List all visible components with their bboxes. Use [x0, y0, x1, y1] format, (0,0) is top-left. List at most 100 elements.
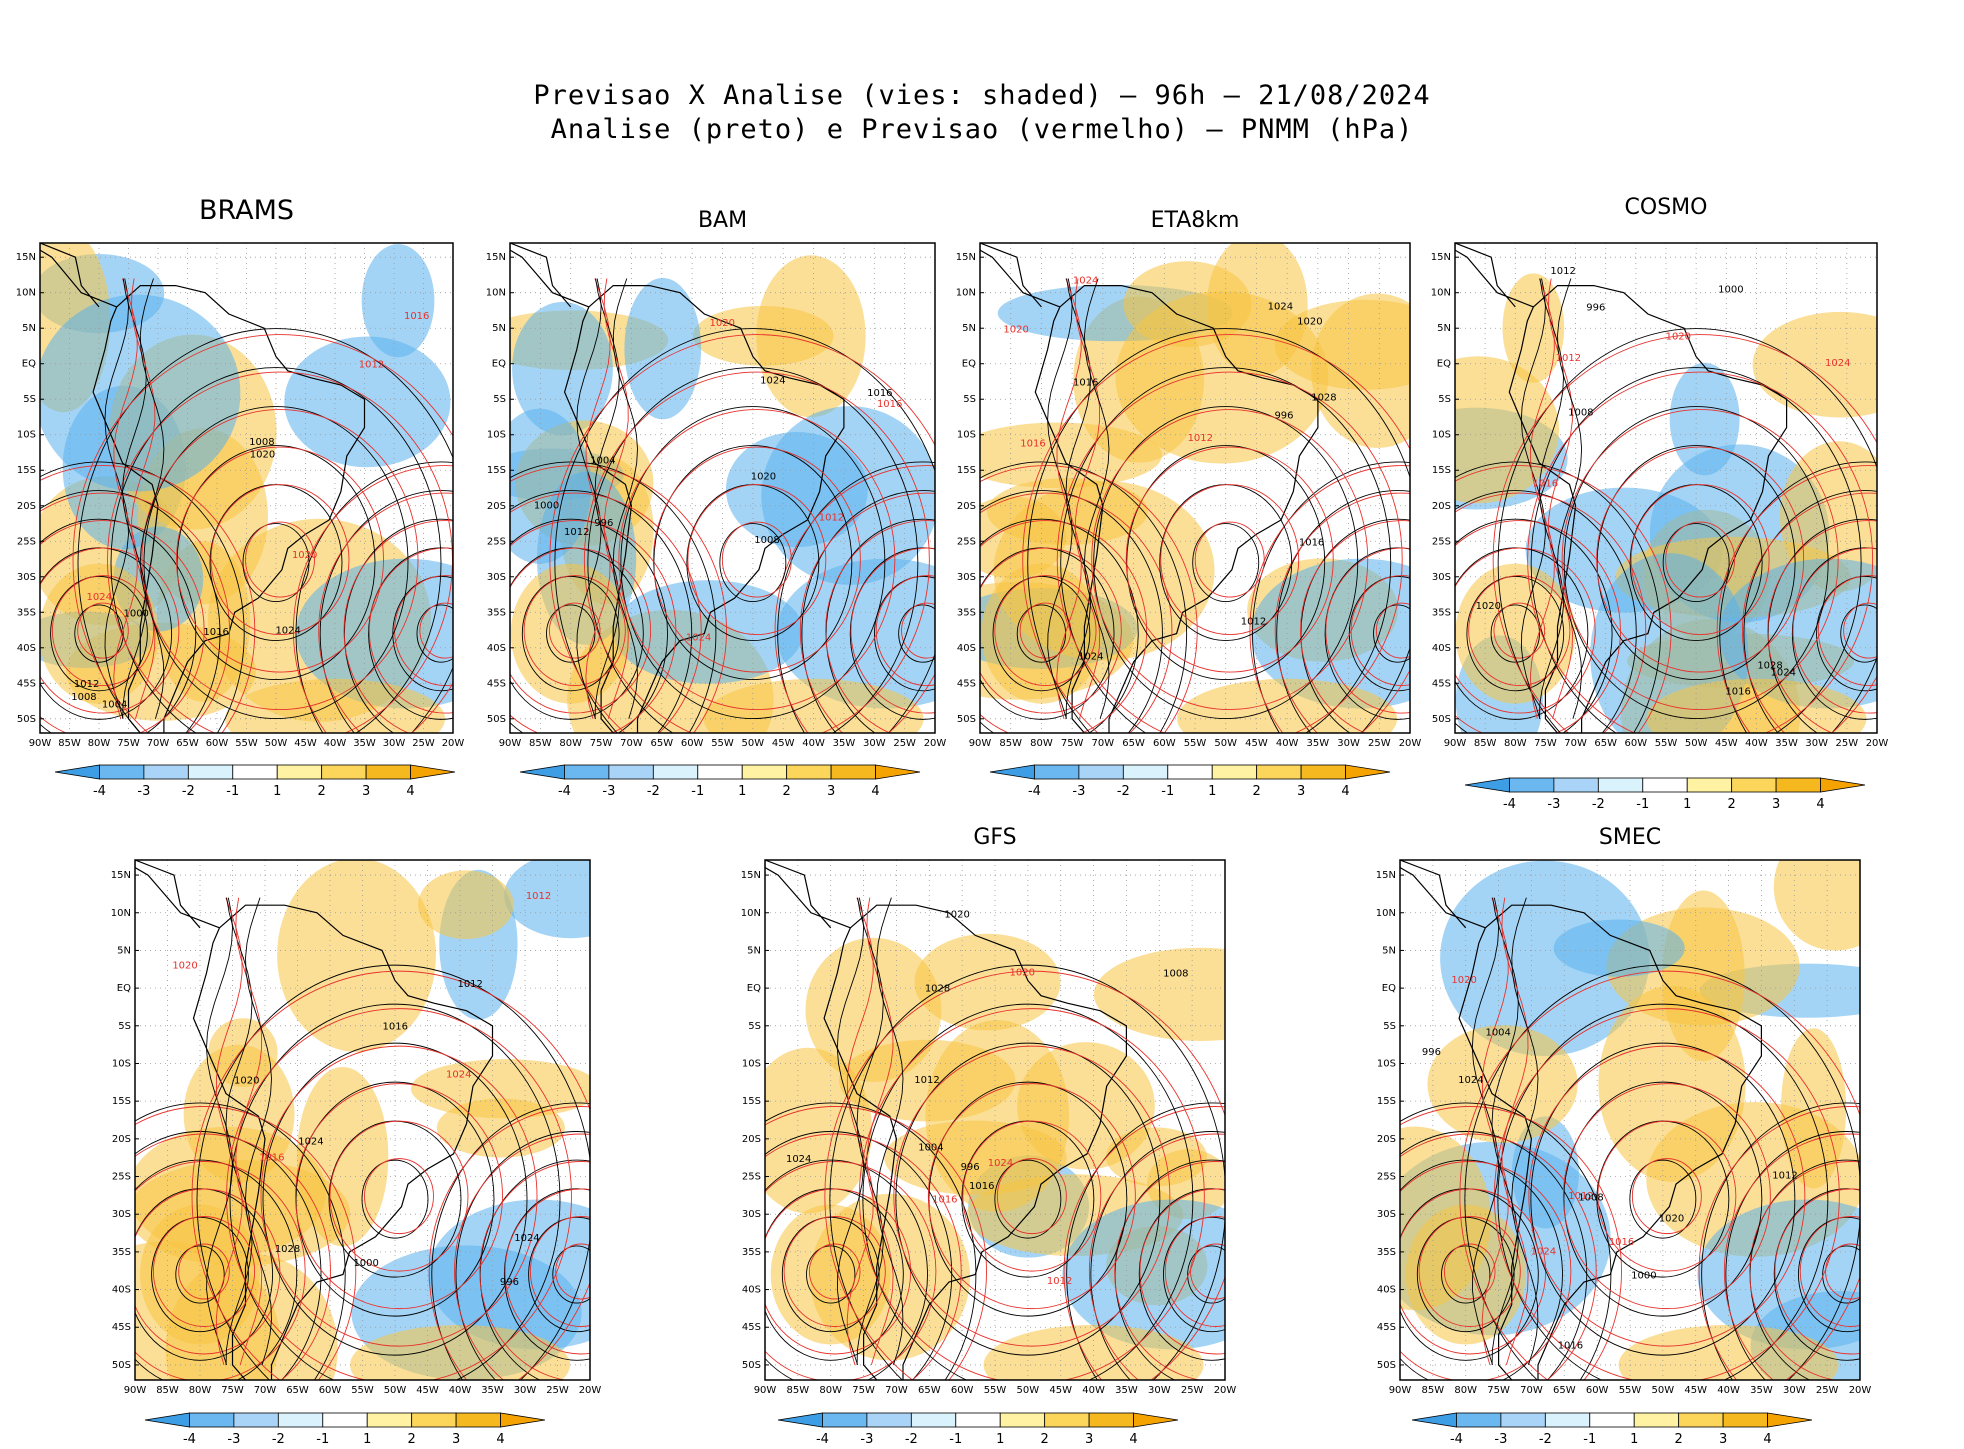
contour-label: 1016 [877, 399, 902, 410]
lat-tick-label: 10S [17, 430, 36, 441]
contour-label: 1020 [1451, 975, 1476, 986]
analysis-contour [110, 367, 442, 733]
contour-label: 1016 [1020, 439, 1045, 450]
contour-label: 1020 [1009, 968, 1034, 979]
contour-label: 996 [1422, 1047, 1441, 1058]
colorbar-segment [143, 764, 189, 780]
forecast-contour [1274, 492, 1410, 733]
coastline-south-america [92, 284, 366, 733]
analysis-contour [1816, 575, 1877, 692]
forecast-contour [40, 520, 205, 733]
lon-tick-label: 25W [1816, 1385, 1839, 1396]
lat-tick-label: 25S [742, 1172, 761, 1183]
lon-tick-label: 35W [1750, 1385, 1773, 1396]
analysis-contour [40, 461, 245, 733]
bias-shading [1553, 919, 1685, 977]
contour-label: 1024 [988, 1158, 1013, 1169]
lat-tick-label: 15S [17, 465, 36, 476]
forecast-contour [178, 1243, 230, 1300]
colorbar-label: 3 [827, 784, 835, 799]
forecast-contour [1056, 371, 1403, 733]
colorbar-segment [697, 764, 743, 780]
contour-label: 996 [961, 1162, 980, 1173]
forecast-contour [799, 492, 935, 733]
colorbar-label: -3 [1547, 797, 1560, 812]
lat-tick-label: EQ [117, 983, 131, 994]
analysis-contour [1530, 1042, 1796, 1356]
lat-tick-label: 10S [957, 430, 976, 441]
analysis-contour [1701, 1102, 1860, 1380]
lon-tick-label: 65W [286, 1385, 309, 1396]
bias-shading [40, 294, 241, 492]
forecast-contour [1400, 1161, 1572, 1380]
lon-tick-label: 65W [1553, 1385, 1576, 1396]
forecast-contour [1597, 1120, 1737, 1272]
lon-tick-label: 50W [742, 738, 765, 749]
forecast-contour [72, 334, 453, 733]
colorbar-label: -4 [558, 784, 571, 799]
forecast-contour [765, 1161, 937, 1380]
lat-tick-label: 45S [487, 678, 506, 689]
lon-tick-label: 90W [499, 738, 522, 749]
analysis-contour [1719, 461, 1877, 733]
lat-tick-label: 30S [957, 572, 976, 583]
bias-shading [1311, 293, 1410, 448]
forecast-contour [1528, 1045, 1806, 1347]
lat-tick-label: 10S [487, 430, 506, 441]
lat-tick-label: 25S [957, 536, 976, 547]
lon-tick-label: 45W [416, 1385, 439, 1396]
lon-tick-label: 75W [1487, 1385, 1510, 1396]
lat-tick-label: 5N [492, 323, 506, 334]
forecast-contour [1455, 547, 1596, 714]
lon-tick-label: 70W [147, 738, 170, 749]
colorbar-segment [822, 1412, 868, 1428]
lat-tick-label: 10N [1376, 908, 1396, 919]
lon-tick-label: 40W [802, 738, 825, 749]
analysis-contour [1400, 1159, 1563, 1380]
forecast-contour [962, 1120, 1102, 1272]
contour-label: 1028 [1311, 393, 1336, 404]
andes-contour [245, 897, 272, 1366]
lon-tick-label: 85W [529, 738, 552, 749]
forecast-contour [555, 1243, 590, 1300]
lat-tick-label: 25S [487, 536, 506, 547]
forecast-contour [825, 520, 935, 733]
lon-tick-label: 45W [1684, 1385, 1707, 1396]
lon-tick-label: 90W [969, 738, 992, 749]
analysis-contour [40, 518, 197, 733]
lon-tick-label: 65W [650, 738, 673, 749]
lat-tick-label: 20S [1432, 501, 1451, 512]
lat-tick-label: 5N [117, 945, 131, 956]
contour-label: 1012 [1188, 433, 1213, 444]
forecast-contour [510, 492, 702, 733]
andes-contour [612, 278, 638, 719]
lon-tick-label: 40W [449, 1385, 472, 1396]
forecast-contour [1792, 547, 1877, 714]
colorbar-segment [365, 764, 411, 780]
lon-tick-label: 25W [1181, 1385, 1204, 1396]
colorbar-segment [1211, 764, 1258, 780]
colorbar: -4 -3 -2 -1 1 2 3 4 [1464, 777, 1866, 812]
colorbar-segment [999, 1412, 1046, 1428]
contour-label: 1024 [514, 1233, 539, 1244]
analysis-contour [898, 604, 935, 663]
colorbar-label: -2 [1117, 784, 1130, 799]
map-frame [979, 242, 1411, 734]
analysis-contour [1441, 1245, 1491, 1304]
map-frame [1399, 859, 1861, 1381]
contour-label: 1020 [1003, 325, 1028, 336]
colorbar-segment [410, 764, 456, 780]
lat-tick-label: 15N [741, 870, 761, 881]
colorbar-segment [1300, 764, 1346, 780]
bias-shading [418, 870, 514, 940]
andes-contour [1491, 897, 1519, 1365]
andes-contour [1557, 278, 1583, 719]
lat-tick-label: 30S [1432, 572, 1451, 583]
lon-tick-label: 30W [1783, 1385, 1806, 1396]
analysis-contour [980, 490, 1163, 733]
lat-tick-label: 35S [1432, 607, 1451, 618]
colorbar-segment [866, 1412, 912, 1428]
contour-label: 1012 [564, 527, 589, 538]
lon-tick-label: 50W [1017, 1385, 1040, 1396]
panel-title: BRAMS [198, 195, 295, 226]
